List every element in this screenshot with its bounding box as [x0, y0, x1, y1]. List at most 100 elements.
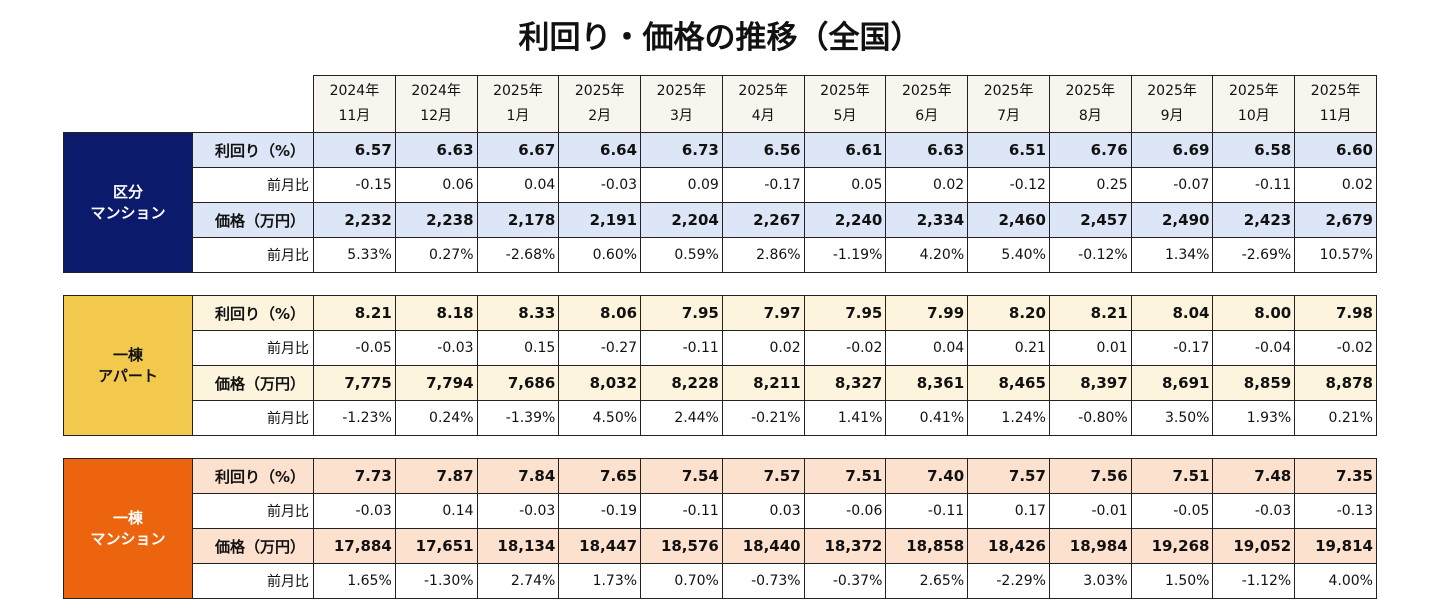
cell: 18,440 [721, 528, 805, 564]
cell: 7.40 [885, 458, 969, 494]
cell: 6.73 [640, 132, 723, 168]
cell: 7.99 [885, 295, 969, 331]
group-label: 区分 マンション [63, 132, 193, 273]
cell: 1.50% [1130, 563, 1214, 599]
cell: 18,426 [967, 528, 1050, 564]
cell: -0.02 [803, 330, 887, 366]
cell: -2.68% [476, 237, 560, 273]
cell: 8.06 [558, 295, 642, 331]
column-header: 2025年 4月 [721, 75, 805, 133]
row-label: 前月比 [192, 237, 314, 273]
row-label: 利回り（%） [192, 132, 314, 168]
cell: 8,361 [885, 365, 969, 401]
cell: 1.73% [558, 563, 642, 599]
column-header: 2024年 12月 [394, 75, 478, 133]
cell: 17,651 [394, 528, 478, 564]
cell: 8,859 [1212, 365, 1296, 401]
cell: 7.56 [1048, 458, 1132, 494]
cell: -0.17 [721, 167, 805, 203]
cell: 8,465 [967, 365, 1050, 401]
column-header: 2025年 11月 [1294, 75, 1377, 133]
cell: -0.11 [1212, 167, 1296, 203]
cell: 2,423 [1212, 202, 1296, 238]
cell: -0.11 [885, 493, 969, 529]
cell: 0.41% [885, 400, 969, 436]
group-label-line: 区分 [112, 182, 143, 201]
row-label: 価格（万円） [192, 202, 314, 238]
cell: 18,858 [885, 528, 969, 564]
cell: 8,327 [803, 365, 887, 401]
group-label-line: 一棟 [112, 508, 143, 527]
cell: 0.25 [1048, 167, 1132, 203]
header-year: 2025年 [1229, 83, 1279, 99]
cell: 6.56 [721, 132, 805, 168]
cell: 7,775 [313, 365, 396, 401]
cell: 2.65% [885, 563, 969, 599]
row-label: 利回り（%） [192, 295, 314, 331]
cell: -2.69% [1212, 237, 1296, 273]
cell: 7,794 [394, 365, 478, 401]
cell: 0.70% [640, 563, 723, 599]
row-label: 前月比 [192, 400, 314, 436]
cell: 1.41% [803, 400, 887, 436]
column-header: 2024年 11月 [313, 75, 396, 133]
cell: 4.50% [558, 400, 642, 436]
cell: -0.80% [1048, 400, 1132, 436]
row-label: 前月比 [192, 167, 314, 203]
cell: -0.05 [1130, 493, 1214, 529]
cell: 2,267 [721, 202, 805, 238]
column-header: 2025年 9月 [1130, 75, 1214, 133]
cell: 0.04 [885, 330, 969, 366]
cell: -0.03 [558, 167, 642, 203]
group-label: 一棟 マンション [63, 458, 193, 599]
cell: 2,460 [967, 202, 1050, 238]
column-header: 2025年 1月 [476, 75, 560, 133]
header-year: 2025年 [1147, 83, 1197, 99]
cell: 2.86% [721, 237, 805, 273]
cell: -0.03 [394, 330, 478, 366]
cell: -0.73% [721, 563, 805, 599]
cell: 19,268 [1130, 528, 1214, 564]
cell: -0.17 [1130, 330, 1214, 366]
header-month: 11月 [338, 108, 371, 124]
cell: 19,814 [1294, 528, 1377, 564]
cell: 5.40% [967, 237, 1050, 273]
header-month: 5月 [833, 108, 857, 124]
cell: 8,397 [1048, 365, 1132, 401]
column-header: 2025年 6月 [885, 75, 969, 133]
column-header: 2025年 7月 [967, 75, 1050, 133]
cell: 8.21 [313, 295, 396, 331]
cell: 18,447 [558, 528, 642, 564]
cell: 0.03 [721, 493, 805, 529]
column-header: 2025年 10月 [1212, 75, 1296, 133]
row-label: 前月比 [192, 330, 314, 366]
row-label: 利回り（%） [192, 458, 314, 494]
header-year: 2025年 [1310, 83, 1361, 99]
cell: 7.57 [721, 458, 805, 494]
cell: 3.50% [1130, 400, 1214, 436]
cell: 8.20 [967, 295, 1050, 331]
cell: 0.59% [640, 237, 723, 273]
cell: 6.69 [1130, 132, 1214, 168]
header-year: 2025年 [493, 83, 543, 99]
cell: -0.01 [1048, 493, 1132, 529]
cell: 7.73 [313, 458, 396, 494]
cell: 6.63 [885, 132, 969, 168]
cell: -1.19% [803, 237, 887, 273]
cell: 1.65% [313, 563, 396, 599]
cell: -0.06 [803, 493, 887, 529]
header-year: 2025年 [820, 83, 870, 99]
cell: 0.21% [1294, 400, 1377, 436]
cell: 7.84 [476, 458, 560, 494]
cell: 2,191 [558, 202, 642, 238]
cell: -1.12% [1212, 563, 1296, 599]
cell: 8,878 [1294, 365, 1377, 401]
header-year: 2024年 [411, 83, 461, 99]
header-month: 11月 [1319, 108, 1352, 124]
header-month: 4月 [751, 108, 775, 124]
header-month: 9月 [1160, 108, 1184, 124]
cell: 6.60 [1294, 132, 1377, 168]
group-label-line: マンション [90, 529, 166, 548]
cell: -0.11 [640, 330, 723, 366]
